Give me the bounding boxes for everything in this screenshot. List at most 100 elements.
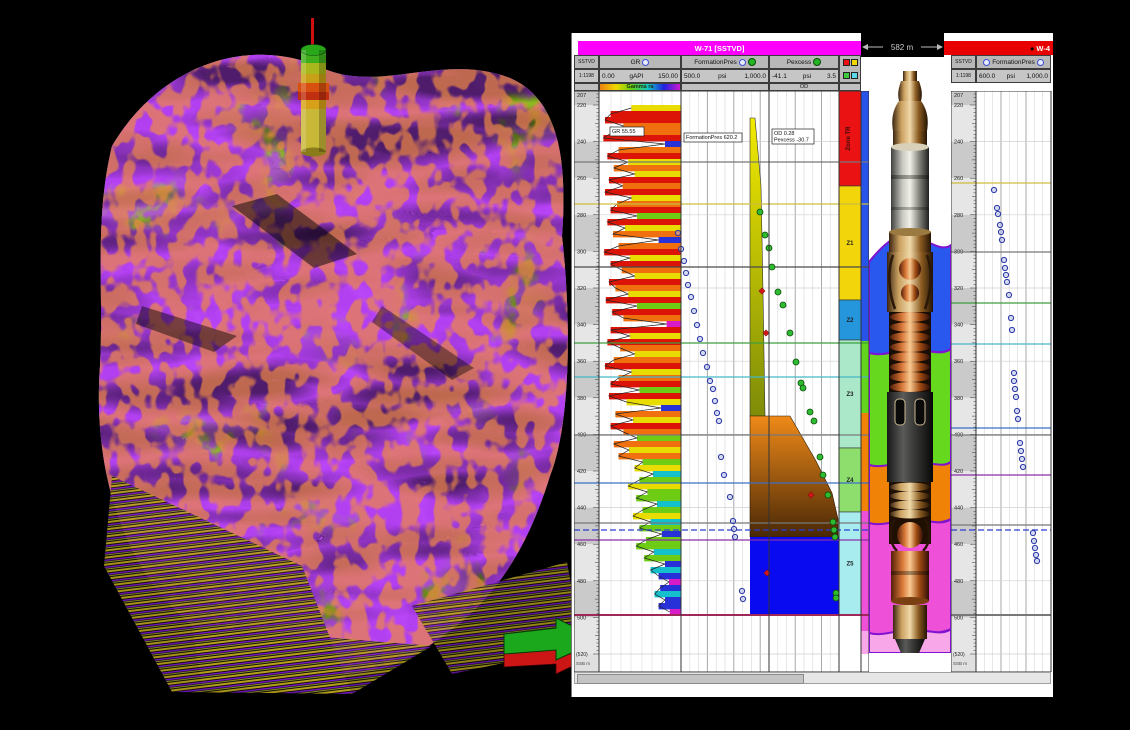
pressure-point[interactable] [1002, 271, 1010, 279]
gamma-colorbar[interactable]: Gamma ra [599, 83, 681, 91]
pressure-point[interactable] [996, 221, 1004, 229]
pressure-point[interactable] [1011, 385, 1019, 393]
scrollbar-thumb[interactable] [577, 674, 804, 684]
pressure-point[interactable] [1029, 529, 1037, 537]
pressure-point[interactable] [993, 204, 1001, 212]
track-header-formationpres[interactable]: FormationPres [681, 55, 769, 69]
depth-ruler[interactable]: 2072202402602803003203403603804004204404… [574, 91, 599, 672]
pressure-point[interactable] [786, 329, 794, 337]
pressure-point[interactable] [713, 409, 721, 417]
pressure-points-red[interactable] [758, 287, 815, 577]
pressure-point[interactable] [758, 287, 766, 295]
pressure-point[interactable] [799, 384, 807, 392]
zone-column[interactable]: Zone TR Z1 Z2 Z3 Z4 Z5 [838, 91, 862, 616]
pressure-point[interactable] [1010, 369, 1018, 377]
pressure-point[interactable] [1030, 537, 1038, 545]
zone-track-header[interactable] [839, 55, 861, 83]
pressure-point[interactable] [1018, 455, 1026, 463]
pressure-point[interactable] [1033, 557, 1041, 565]
track-status-icon[interactable] [747, 58, 756, 66]
pressure-point[interactable] [711, 397, 719, 405]
horizontal-scrollbar[interactable] [574, 672, 1051, 684]
track-status-icon[interactable] [813, 58, 822, 66]
pressure-point[interactable] [738, 587, 746, 595]
pressure-points-blue[interactable] [990, 186, 1041, 565]
pressure-point[interactable] [1031, 544, 1039, 552]
pressure-point[interactable] [830, 526, 838, 534]
track-header-pexcess[interactable]: Pexcess [769, 55, 839, 69]
pressure-point[interactable] [1008, 326, 1016, 334]
pressure-points-green[interactable] [756, 208, 840, 602]
pressure-point[interactable] [706, 377, 714, 385]
pressure-point[interactable] [1017, 447, 1025, 455]
right-log-body[interactable]: 2072202402602803003203403603804004204404… [951, 91, 1053, 672]
pressure-point[interactable] [684, 281, 692, 289]
pressure-point[interactable] [792, 358, 800, 366]
track-header-gr[interactable]: GR [599, 55, 681, 69]
pressure-point[interactable] [1019, 463, 1027, 471]
pressure-point[interactable] [715, 417, 723, 425]
pressure-point[interactable] [726, 493, 734, 501]
pressure-point[interactable] [1010, 377, 1018, 385]
pressure-point[interactable] [832, 594, 840, 602]
pressure-point[interactable] [731, 533, 739, 541]
pressure-point[interactable] [682, 269, 690, 277]
pressure-point[interactable] [810, 417, 818, 425]
pressure-point[interactable] [806, 408, 814, 416]
pressure-point[interactable] [1014, 415, 1022, 423]
pressure-point[interactable] [816, 453, 824, 461]
pressure-point[interactable] [774, 288, 782, 296]
terrain-3d-view[interactable] [52, 6, 602, 694]
pressure-point[interactable] [687, 293, 695, 301]
pressure-point[interactable] [824, 491, 832, 499]
pressure-points-blue[interactable] [674, 229, 747, 603]
pressure-point[interactable] [1012, 393, 1020, 401]
right-ruler-header[interactable]: SSTVD [951, 55, 976, 69]
track-settings-icon[interactable] [738, 58, 746, 66]
depth-ruler[interactable]: 2072202402602803003203403603804004204404… [951, 91, 976, 672]
pressure-point[interactable] [994, 210, 1002, 218]
well-location-marker[interactable] [298, 18, 329, 157]
pressure-point[interactable] [1000, 256, 1008, 264]
pressure-point[interactable] [779, 301, 787, 309]
pressure-point[interactable] [739, 595, 747, 603]
pressure-point[interactable] [998, 236, 1006, 244]
pressure-point[interactable] [1007, 314, 1015, 322]
left-well-titlebar[interactable]: W-71 [SSTVD] [578, 41, 861, 55]
ruler-header[interactable]: SSTVD [574, 55, 599, 69]
pressure-point[interactable] [990, 186, 998, 194]
pressure-point[interactable] [768, 263, 776, 271]
pressure-point[interactable] [1001, 264, 1009, 272]
pressure-point[interactable] [717, 453, 725, 461]
right-well-titlebar[interactable]: ● W-4 [944, 41, 1053, 55]
right-track-header[interactable]: FormationPres [976, 55, 1051, 69]
pressure-point[interactable] [1016, 439, 1024, 447]
pressure-point[interactable] [720, 471, 728, 479]
track-settings-icon[interactable] [983, 58, 991, 66]
pressure-point[interactable] [831, 533, 839, 541]
pressure-point[interactable] [1013, 407, 1021, 415]
pressure-point[interactable] [709, 385, 717, 393]
pressure-point[interactable] [1032, 551, 1040, 559]
pressure-point[interactable] [1005, 291, 1013, 299]
track-settings-icon[interactable] [642, 58, 650, 66]
pressure-point[interactable] [730, 525, 738, 533]
pressure-point[interactable] [756, 208, 764, 216]
pressure-point[interactable] [680, 257, 688, 265]
pressure-point[interactable] [690, 307, 698, 315]
track-settings-icon[interactable] [1036, 58, 1044, 66]
pressure-point[interactable] [829, 518, 837, 526]
pressure-point[interactable] [729, 517, 737, 525]
pressure-point[interactable] [703, 363, 711, 371]
pressure-point[interactable] [819, 471, 827, 479]
pressure-point[interactable] [674, 229, 682, 237]
left-log-body[interactable]: 2072202402602803003203403603804004204404… [574, 91, 869, 672]
pressure-point[interactable] [693, 321, 701, 329]
pressure-point[interactable] [696, 335, 704, 343]
pressure-point[interactable] [1003, 278, 1011, 286]
pressure-point[interactable] [761, 231, 769, 239]
pressure-point[interactable] [807, 491, 815, 499]
pressure-point[interactable] [997, 228, 1005, 236]
pressure-point[interactable] [762, 329, 770, 337]
pressure-point[interactable] [699, 349, 707, 357]
